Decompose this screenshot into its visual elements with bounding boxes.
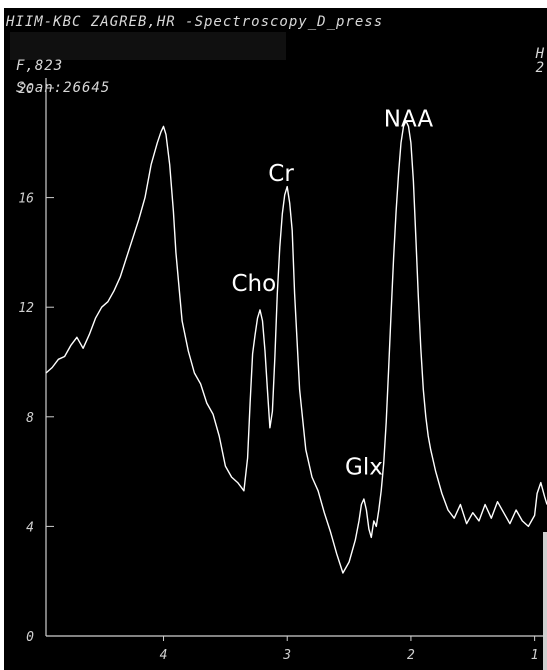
y-tick-label: 12 bbox=[18, 301, 34, 316]
x-tick-label: 4 bbox=[160, 648, 168, 663]
y-tick-label: 20 bbox=[18, 82, 34, 97]
spectrum-line bbox=[45, 120, 547, 574]
peak-label-cho: Cho bbox=[231, 271, 276, 297]
right-edge-bar bbox=[543, 532, 547, 670]
peak-label-glx: Glx bbox=[345, 454, 383, 480]
field-strength-label: F,823 bbox=[16, 58, 64, 74]
scan-label: Scan:26645 bbox=[16, 80, 111, 96]
spectroscopy-screen: HIIM-KBC ZAGREB,HR -Spectroscopy_D_press… bbox=[4, 8, 547, 670]
x-tick-label: 2 bbox=[407, 648, 415, 663]
y-tick-label: 16 bbox=[18, 192, 34, 207]
header-right-text: H bbox=[535, 46, 545, 62]
x-tick-label: 3 bbox=[282, 648, 291, 663]
y-tick-label: 0 bbox=[26, 630, 34, 645]
header-title: HIIM-KBC ZAGREB,HR -Spectroscopy_D_press bbox=[6, 14, 384, 30]
redaction-bar bbox=[10, 32, 286, 60]
y-tick-label: 8 bbox=[26, 411, 34, 426]
y-tick-label: 4 bbox=[26, 520, 34, 535]
x-tick-label: 1 bbox=[531, 648, 539, 663]
right-info-label: 2 bbox=[535, 60, 545, 76]
spectrum-chart: 0 4 8 12 16 20 4 3 2 1 NAA Cr Cho Glx bbox=[18, 78, 547, 663]
peak-label-cr: Cr bbox=[268, 161, 294, 187]
peak-label-naa: NAA bbox=[384, 106, 434, 132]
